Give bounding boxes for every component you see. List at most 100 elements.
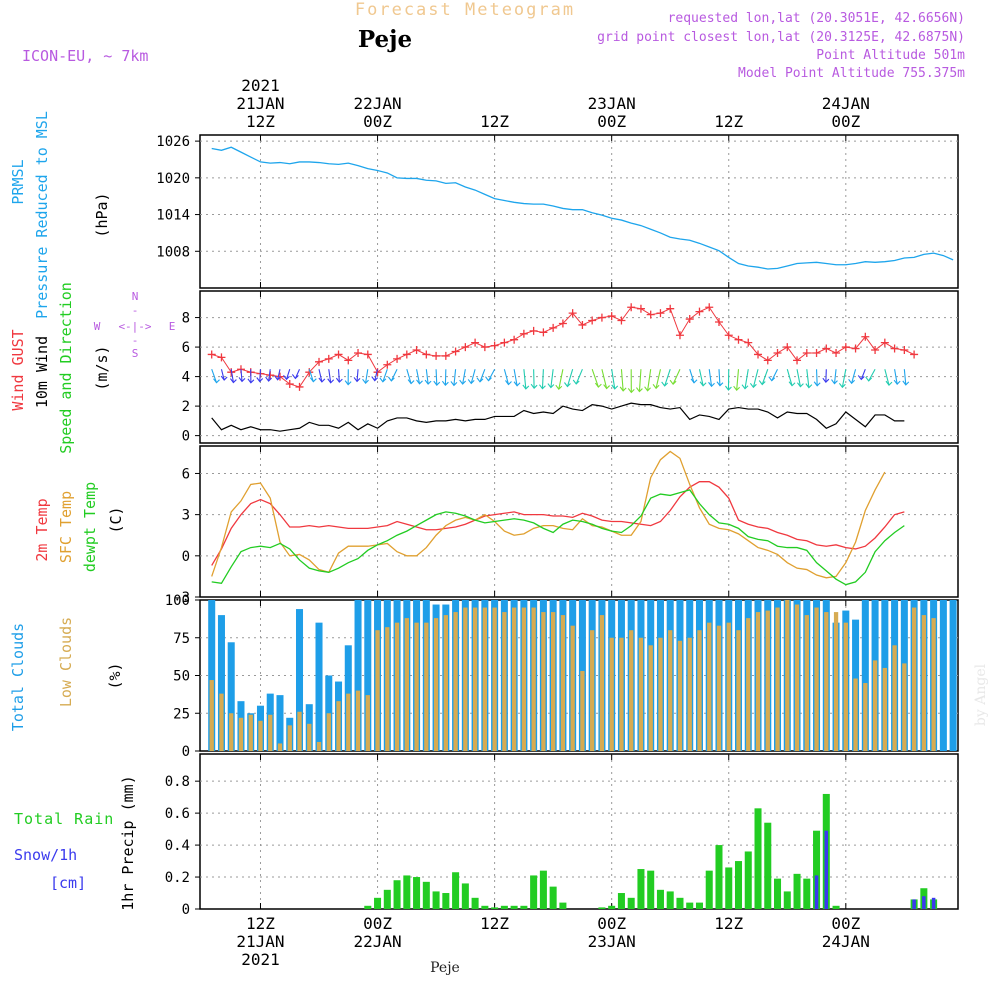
- pressure-unit: (hPa): [93, 192, 111, 237]
- low-clouds-bar: [619, 638, 623, 751]
- low-clouds-bar: [366, 695, 370, 751]
- compass-north: N: [132, 290, 139, 303]
- low-clouds-bar: [775, 608, 779, 751]
- rain-bar: [423, 882, 430, 909]
- low-clouds-bar: [229, 713, 233, 751]
- bottom-time-label: 2021: [241, 950, 280, 969]
- bottom-time-label: 12Z: [480, 914, 509, 933]
- snow-label: Snow/1h: [14, 846, 77, 864]
- low-clouds-bar: [688, 638, 692, 751]
- low-clouds-bar: [766, 611, 770, 751]
- rain-bar: [501, 906, 508, 909]
- y-tick-label: 6: [182, 340, 190, 356]
- rain-bar: [374, 898, 381, 909]
- low-clouds-bar: [327, 713, 331, 751]
- low-clouds-bar: [405, 618, 409, 751]
- low-clouds-bar: [785, 600, 789, 751]
- rain-bar: [394, 880, 401, 909]
- rain-bar: [706, 871, 713, 909]
- rain-bar: [520, 906, 527, 909]
- wind-direction-arrow: [260, 369, 261, 381]
- top-time-label: 21JAN: [236, 94, 284, 113]
- pressure-label-line1: PRMSL: [9, 159, 27, 204]
- top-time-label: 12Z: [714, 112, 743, 131]
- rain-bar: [628, 898, 635, 909]
- top-time-label: 24JAN: [822, 94, 870, 113]
- y-tick-label: 0: [182, 744, 190, 760]
- compass-west: W: [94, 320, 101, 333]
- panel-frame: [200, 754, 958, 909]
- rain-bar: [774, 879, 781, 909]
- y-tick-label: 1020: [156, 171, 190, 187]
- y-tick-label: 100: [165, 593, 190, 609]
- compass-east: E: [169, 320, 176, 333]
- rain-bar: [794, 874, 801, 909]
- rain-bar: [696, 903, 703, 909]
- low-clouds-bar: [805, 615, 809, 751]
- y-tick-label: 8: [182, 311, 190, 327]
- total-clouds-bar: [950, 600, 957, 751]
- low-clouds-bar: [717, 626, 721, 751]
- rain-bar: [764, 823, 771, 909]
- low-clouds-bar: [473, 608, 477, 751]
- temp-dewpt-label: dewpt Temp: [81, 482, 99, 572]
- rain-bar: [667, 891, 674, 909]
- low-clouds-bar: [424, 623, 428, 751]
- model-name: ICON-EU, ~ 7km: [22, 47, 148, 65]
- low-clouds-bar: [492, 608, 496, 751]
- rain-bar: [452, 872, 459, 909]
- low-clouds-bar: [375, 630, 379, 751]
- point-altitude: Point Altitude 501m: [816, 48, 965, 63]
- low-clouds-bar: [912, 608, 916, 751]
- total-clouds-bar: [276, 695, 283, 751]
- clouds-label: Total Clouds Low Clouds (%): [9, 617, 124, 731]
- rain-bar: [784, 891, 791, 909]
- top-time-label: 22JAN: [353, 94, 401, 113]
- bottom-time-label: 00Z: [363, 914, 392, 933]
- low-clouds-bar: [610, 638, 614, 751]
- rain-bar: [559, 903, 566, 909]
- grid-point-lonlat: grid point closest lon,lat (20.3125E, 42…: [597, 30, 965, 45]
- y-tick-label: 0: [182, 549, 190, 565]
- rain-bar: [462, 883, 469, 909]
- low-clouds-bar: [531, 608, 535, 751]
- low-clouds-bar: [210, 680, 214, 751]
- rain-bar: [715, 845, 722, 909]
- y-tick-label: 75: [173, 631, 190, 647]
- wind-10m-label: 10m Wind: [33, 336, 51, 408]
- low-clouds-bar: [346, 694, 350, 751]
- rain-bar: [637, 869, 644, 909]
- y-tick-label: 0: [182, 429, 190, 445]
- wind-direction-arrow: [817, 369, 818, 386]
- low-clouds-bar: [502, 612, 506, 751]
- low-clouds-bar: [278, 743, 282, 751]
- rain-bar: [598, 907, 605, 909]
- rain-bar: [472, 898, 479, 909]
- low-clouds-bar: [883, 668, 887, 751]
- rain-bar: [647, 871, 654, 909]
- rain-bar: [481, 906, 488, 909]
- low-clouds-bar: [863, 683, 867, 751]
- low-clouds-bar: [707, 623, 711, 751]
- low-clouds-bar: [922, 615, 926, 751]
- wind-gust-label: Wind GUST: [9, 329, 27, 410]
- rain-bar: [413, 877, 420, 909]
- low-clouds-bar: [844, 623, 848, 751]
- low-clouds-bar: [658, 638, 662, 751]
- low-clouds-bar: [551, 612, 555, 751]
- snow-bar: [815, 875, 819, 909]
- compass-lower-arm: -: [132, 334, 139, 347]
- bottom-time-label: 00Z: [831, 914, 860, 933]
- pressure-label-line2: Pressure Reduced to MSL: [33, 111, 51, 319]
- rain-bar: [403, 875, 410, 909]
- low-clouds-bar: [931, 618, 935, 751]
- low-clouds-bar: [317, 742, 321, 751]
- rain-bar: [550, 887, 557, 909]
- low-clouds-bar: [512, 608, 516, 751]
- y-tick-label: 2: [182, 399, 190, 415]
- low-clouds-bar: [873, 660, 877, 751]
- low-clouds-bar: [853, 679, 857, 751]
